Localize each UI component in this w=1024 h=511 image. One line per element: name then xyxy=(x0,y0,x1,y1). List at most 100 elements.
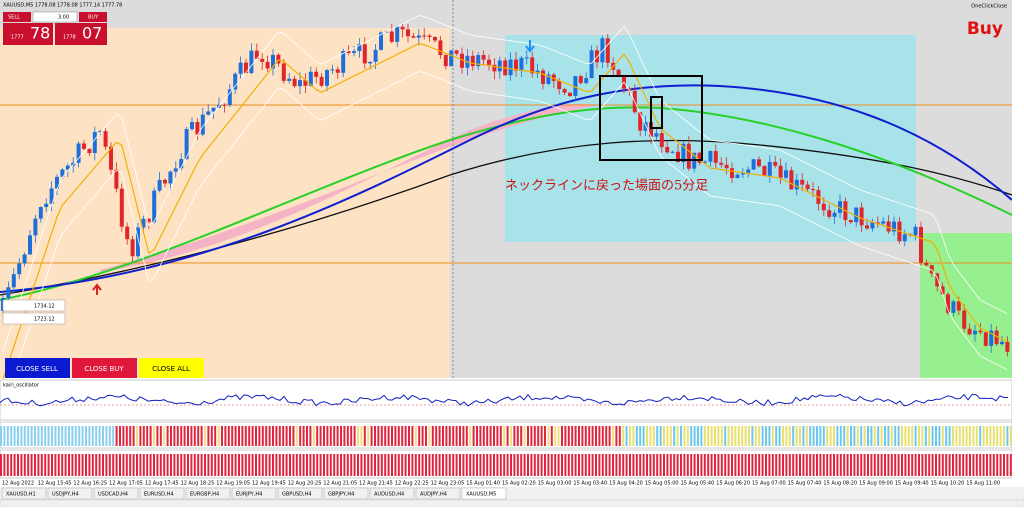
mtf-bar xyxy=(938,426,941,446)
mtf-bar xyxy=(27,454,30,476)
candle xyxy=(433,37,437,41)
mtf-bar xyxy=(326,454,329,476)
mtf-bar xyxy=(88,454,91,476)
mtf-bar xyxy=(479,454,482,476)
mtf-bar xyxy=(697,454,699,476)
mtf-bar xyxy=(302,454,305,476)
mtf-bar xyxy=(812,454,815,476)
time-label: 12 Aug 20:25 xyxy=(288,481,322,487)
mtf-bar xyxy=(941,454,944,476)
mtf-bar xyxy=(159,454,162,476)
mtf-bar xyxy=(567,426,570,446)
time-label: 15 Aug 10:20 xyxy=(931,481,965,487)
candle xyxy=(206,111,211,115)
tab[interactable] xyxy=(185,487,231,500)
candle xyxy=(800,179,805,185)
mtf-bar xyxy=(809,454,812,476)
mtf-bar xyxy=(207,454,210,476)
tab[interactable] xyxy=(415,487,461,500)
mtf-bar xyxy=(6,426,9,446)
mtf-bar xyxy=(98,454,101,476)
mtf-bar xyxy=(496,454,499,476)
mtf-bar xyxy=(139,454,142,476)
candle xyxy=(184,129,189,160)
lots-input[interactable] xyxy=(32,11,78,23)
mtf-bar xyxy=(95,426,98,446)
mtf-bar xyxy=(125,454,128,476)
tab[interactable] xyxy=(369,487,415,500)
oscillator-panel xyxy=(0,379,1013,421)
mtf-bar xyxy=(768,426,771,446)
mtf-bar xyxy=(343,426,346,446)
mtf-bar xyxy=(775,454,778,476)
mtf-bar xyxy=(204,454,206,476)
tab[interactable] xyxy=(93,487,139,500)
mtf-bar xyxy=(897,426,900,446)
mtf-bar xyxy=(996,454,999,476)
tab[interactable] xyxy=(139,487,185,500)
mtf-bar xyxy=(183,426,186,446)
mtf-bar xyxy=(989,454,992,476)
mtf-bar xyxy=(387,426,390,446)
mtf-bar xyxy=(659,426,662,446)
mtf-bar xyxy=(839,454,842,476)
mtf-bar xyxy=(319,426,322,446)
mtf-bar xyxy=(394,454,397,476)
close-buy-button[interactable] xyxy=(72,358,137,378)
mtf-bar xyxy=(340,426,342,446)
candle xyxy=(697,152,702,163)
close-all: CLOSE ALL xyxy=(152,365,190,373)
close-buy: CLOSE BUY xyxy=(84,365,124,373)
mtf-bar xyxy=(431,426,434,446)
mtf-bar xyxy=(469,426,472,446)
sell-pips: 78 xyxy=(30,24,50,43)
sell-big: 1777 xyxy=(11,35,24,41)
candle xyxy=(287,78,292,81)
mtf-bar xyxy=(935,454,937,476)
mtf-bar xyxy=(336,426,339,446)
mtf-bar xyxy=(95,454,98,476)
level-box xyxy=(2,312,66,325)
mtf-bar xyxy=(663,426,665,446)
candle xyxy=(314,71,319,77)
mtf-bar xyxy=(336,454,339,476)
mtf-bar xyxy=(652,454,655,476)
mtf-bar xyxy=(190,426,193,446)
mtf-bar xyxy=(897,454,900,476)
mtf-bar xyxy=(115,454,118,476)
tab[interactable] xyxy=(1,487,47,500)
mtf-bar xyxy=(826,454,829,476)
mtf-bar xyxy=(612,454,614,476)
sell-button[interactable] xyxy=(3,12,31,22)
mtf-bar xyxy=(340,454,342,476)
tab[interactable] xyxy=(323,487,369,500)
close-all-button[interactable] xyxy=(139,358,204,378)
tab[interactable] xyxy=(47,487,93,500)
mtf-bar xyxy=(792,454,795,476)
mtf-bar xyxy=(635,454,638,476)
mtf-bar xyxy=(530,454,533,476)
tab-label: USDJPY,H4 xyxy=(52,492,79,498)
mtf-bar xyxy=(856,426,859,446)
mtf-bar xyxy=(839,426,842,446)
mtf-bar xyxy=(771,454,774,476)
mtf-bar xyxy=(275,454,278,476)
candle xyxy=(249,50,254,74)
tab[interactable] xyxy=(461,487,507,500)
mtf-bar xyxy=(119,454,121,476)
buy-button[interactable] xyxy=(79,12,107,22)
mtf-bar xyxy=(734,454,737,476)
mtf-bar xyxy=(748,454,750,476)
mtf-bar xyxy=(166,454,169,476)
tab[interactable] xyxy=(277,487,323,500)
mtf-bar xyxy=(901,454,903,476)
close-sell-button[interactable] xyxy=(5,358,70,378)
buy-price-box[interactable] xyxy=(55,23,107,45)
tab[interactable] xyxy=(231,487,277,500)
mtf-bar xyxy=(244,426,247,446)
mtf-bar xyxy=(323,454,325,476)
mtf-bar xyxy=(890,426,893,446)
candle xyxy=(546,74,551,84)
sell-price-box[interactable] xyxy=(3,23,53,45)
mtf-bar xyxy=(411,426,414,446)
